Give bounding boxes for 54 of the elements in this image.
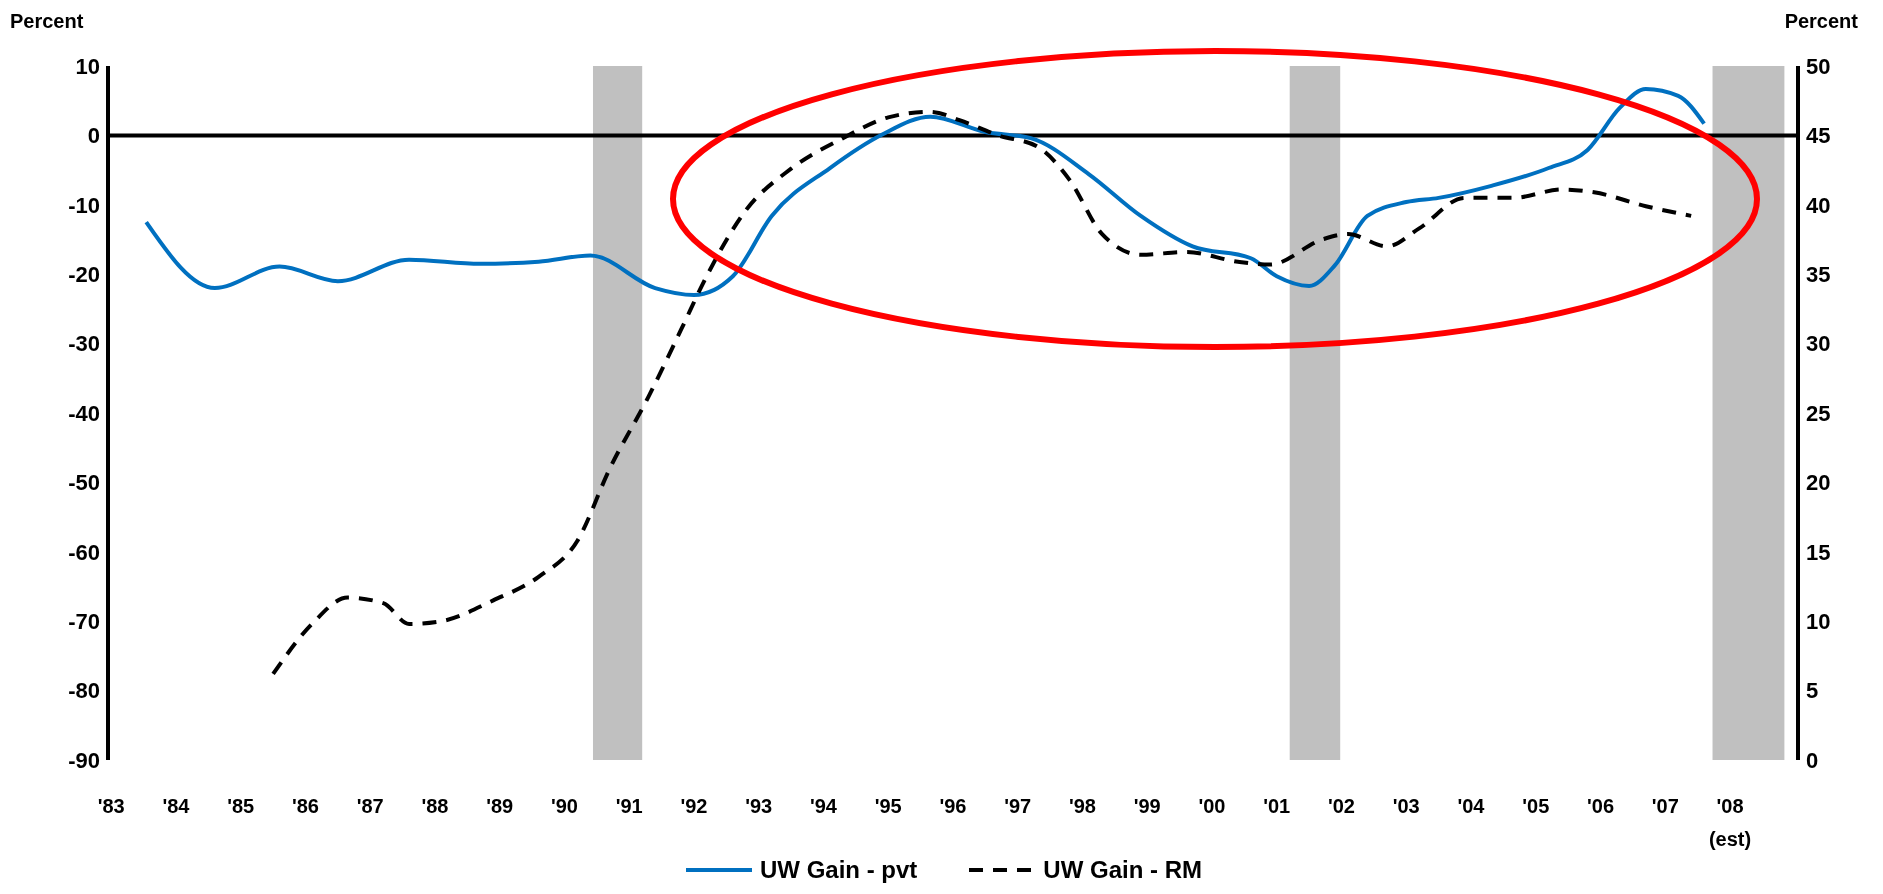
x-tick-label: '95 bbox=[874, 795, 902, 817]
x-tick-label: '01 bbox=[1263, 795, 1291, 817]
x-tick-label: '97 bbox=[1004, 795, 1032, 817]
y2-tick-label: 45 bbox=[1806, 123, 1831, 149]
x-tick-label: '89 bbox=[486, 795, 514, 817]
y2-tick-label: 50 bbox=[1806, 53, 1831, 79]
x-tick-label: '02 bbox=[1328, 795, 1356, 817]
x-tick-label: '90 bbox=[550, 795, 578, 817]
y-tick-label: 0 bbox=[87, 123, 100, 149]
x-tick-label: '00 bbox=[1198, 795, 1226, 817]
x-tick-label: '04 bbox=[1457, 795, 1486, 817]
x-tick-label: '99 bbox=[1133, 795, 1161, 817]
y-tick-label: -70 bbox=[68, 609, 100, 635]
x-tick-label: '88 bbox=[421, 795, 449, 817]
x-tick-label: '05 bbox=[1522, 795, 1550, 817]
x-tick-label: '06 bbox=[1587, 795, 1615, 817]
x-tick-label: '03 bbox=[1392, 795, 1420, 817]
x-tick-label: '08 bbox=[1716, 795, 1744, 817]
y-tick-label: -50 bbox=[68, 470, 100, 496]
x-tick-label: '84 bbox=[162, 795, 191, 817]
x-tick-label: '91 bbox=[615, 795, 643, 817]
y2-tick-label: 20 bbox=[1806, 470, 1831, 496]
y2-tick-label: 40 bbox=[1806, 192, 1831, 218]
y-tick-label: -20 bbox=[68, 262, 100, 288]
legend-label: UW Gain - pvt bbox=[760, 856, 918, 884]
y2-tick-label: 10 bbox=[1806, 609, 1831, 635]
x-tick-label: '83 bbox=[97, 795, 125, 817]
y2-tick-label: 15 bbox=[1806, 539, 1831, 565]
y2-tick-label: 0 bbox=[1806, 747, 1819, 773]
text: (est) bbox=[1707, 828, 1753, 851]
x-tick-label: '98 bbox=[1068, 795, 1097, 817]
y2-tick-label: 5 bbox=[1806, 678, 1819, 704]
x-tick-label: '85 bbox=[227, 795, 255, 817]
y-tick-label: -10 bbox=[68, 192, 100, 218]
y-tick-label: -90 bbox=[68, 747, 100, 773]
x-tick-label: '94 bbox=[809, 795, 838, 817]
y2-tick-label: 25 bbox=[1806, 400, 1831, 426]
y2-axis-title: Percent bbox=[1784, 10, 1858, 33]
line-series bbox=[144, 86, 1707, 298]
x-tick-label: '86 bbox=[291, 795, 319, 817]
y-tick-label: -30 bbox=[68, 331, 100, 357]
y-tick-label: 10 bbox=[75, 53, 100, 79]
legend-label: UW Gain - RM bbox=[1043, 856, 1202, 884]
y-tick-label: -80 bbox=[68, 678, 100, 704]
y-axis-title: Percent bbox=[10, 10, 84, 33]
y2-tick-label: 30 bbox=[1806, 331, 1831, 357]
x-tick-label: '07 bbox=[1651, 795, 1679, 817]
y2-tick-label: 35 bbox=[1806, 262, 1831, 288]
x-tick-label: '92 bbox=[680, 795, 708, 817]
y-tick-label: -60 bbox=[68, 539, 100, 565]
x-tick-label: '93 bbox=[745, 795, 773, 817]
x-tick-label: '96 bbox=[939, 795, 967, 817]
y-tick-label: -40 bbox=[68, 400, 100, 426]
x-tick-label: '87 bbox=[356, 795, 384, 817]
